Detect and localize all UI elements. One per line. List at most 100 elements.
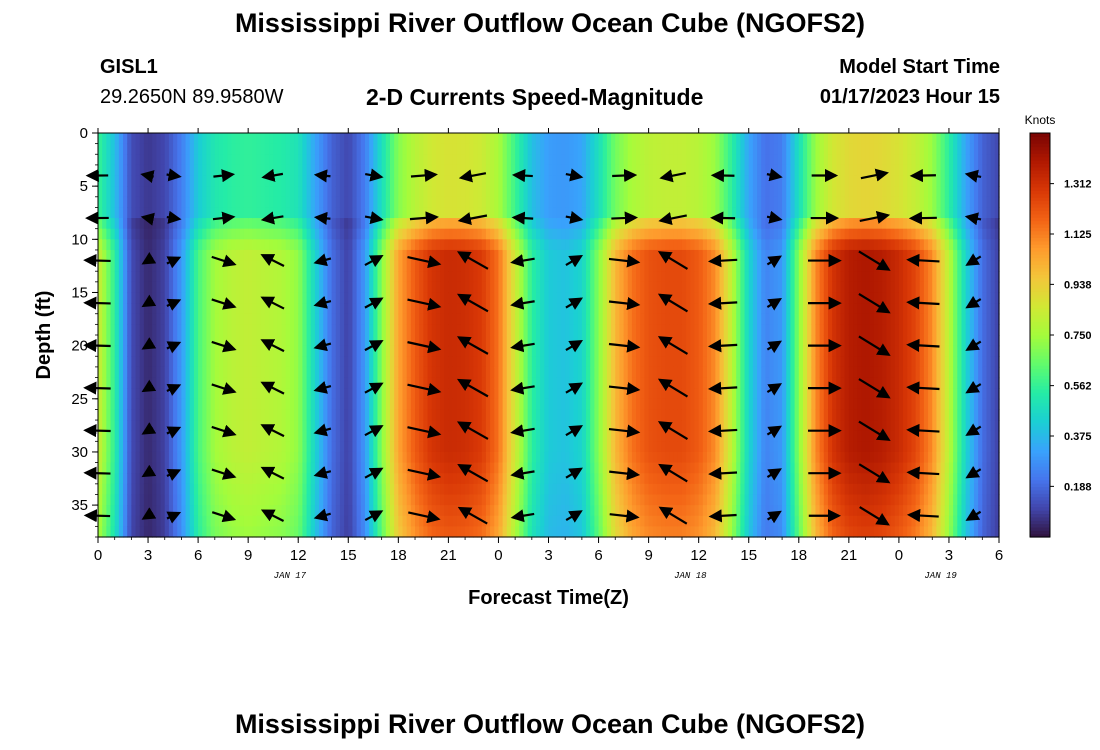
heatmap-cell [123,143,128,155]
heatmap-cell [335,218,341,230]
heatmap-cell [577,388,583,400]
heatmap-cell [552,324,558,336]
heatmap-cell [335,335,341,347]
heatmap-cell [594,366,600,379]
heatmap-cell [206,377,212,389]
heatmap-cell [168,313,174,325]
heatmap-cell [210,388,216,400]
heatmap-cell [352,377,358,389]
heatmap-cell [502,462,508,474]
heatmap-cell [248,239,253,251]
heatmap-cell [523,526,529,538]
heatmap-cell [465,430,470,442]
heatmap-cell [490,345,495,357]
heatmap-cell [419,218,424,230]
heatmap-cell [473,462,479,474]
heatmap-cell [410,409,416,421]
heatmap-cell [148,430,153,442]
heatmap-cell [243,356,249,368]
heatmap-cell [335,462,341,474]
heatmap-cell [264,526,270,538]
heatmap-cell [519,196,525,209]
heatmap-cell [248,366,253,379]
heatmap-cell [561,515,566,527]
heatmap-cell [435,473,441,485]
heatmap-cell [131,228,137,240]
heatmap-cell [223,218,228,230]
heatmap-cell [561,398,566,411]
heatmap-cell [577,441,583,453]
heatmap-cell [510,271,516,283]
heatmap-cell [331,462,337,474]
heatmap-cell [289,505,295,517]
heatmap-cell [202,271,208,283]
heatmap-cell [419,228,424,240]
heatmap-cell [148,483,153,496]
heatmap-cell [431,409,437,421]
heatmap-cell [302,164,308,177]
heatmap-cell [327,249,333,262]
heatmap-cell [348,420,354,432]
heatmap-cell [106,505,112,517]
heatmap-cell [423,345,429,357]
heatmap-cell [394,451,399,464]
heatmap-cell [214,133,220,145]
heatmap-cell [127,462,132,474]
heatmap-cell [477,196,483,209]
heatmap-cell [398,164,404,177]
heatmap-cell [193,377,199,389]
heatmap-cell [102,356,107,368]
heatmap-cell [114,164,120,177]
heatmap-cell [494,228,500,240]
heatmap-cell [444,249,449,262]
heatmap-cell [214,388,220,400]
heatmap-cell [319,398,324,411]
heatmap-cell [498,207,504,219]
heatmap-cell [448,218,454,230]
heatmap-cell [544,239,550,251]
heatmap-cell [490,494,495,506]
heatmap-cell [527,324,533,336]
heatmap-cell [289,366,295,379]
heatmap-cell [256,441,262,453]
heatmap-cell [519,366,525,379]
heatmap-cell [602,260,608,272]
heatmap-cell [586,303,591,315]
heatmap-cell [515,186,520,198]
heatmap-cell [235,228,241,240]
heatmap-cell [168,196,174,209]
heatmap-cell [448,186,454,198]
heatmap-cell [473,143,479,155]
heatmap-cell [344,451,349,464]
heatmap-cell [456,473,462,485]
heatmap-cell [264,409,270,421]
heatmap-cell [427,133,433,145]
heatmap-cell [640,133,646,145]
heatmap-cell [619,313,625,325]
heatmap-cell [410,515,416,527]
heatmap-cell [373,366,379,379]
heatmap-cell [143,345,149,357]
heatmap-cell [602,143,608,155]
heatmap-cell [523,356,529,368]
heatmap-cell [423,388,429,400]
heatmap-cell [444,313,449,325]
heatmap-cell [298,377,303,389]
heatmap-cell [427,483,433,496]
heatmap-cell [273,186,278,198]
heatmap-cell [590,260,595,272]
heatmap-cell [573,366,579,379]
heatmap-cell [440,409,445,421]
heatmap-cell [306,228,312,240]
heatmap-cell [214,345,220,357]
heatmap-cell [552,505,558,517]
heatmap-cell [452,398,458,411]
heatmap-cell [623,430,629,442]
heatmap-cell [473,377,479,389]
heatmap-cell [460,133,466,145]
heatmap-cell [173,313,178,325]
heatmap-cell [269,196,274,209]
heatmap-cell [440,335,445,347]
heatmap-cell [314,335,320,347]
heatmap-cell [102,303,107,315]
